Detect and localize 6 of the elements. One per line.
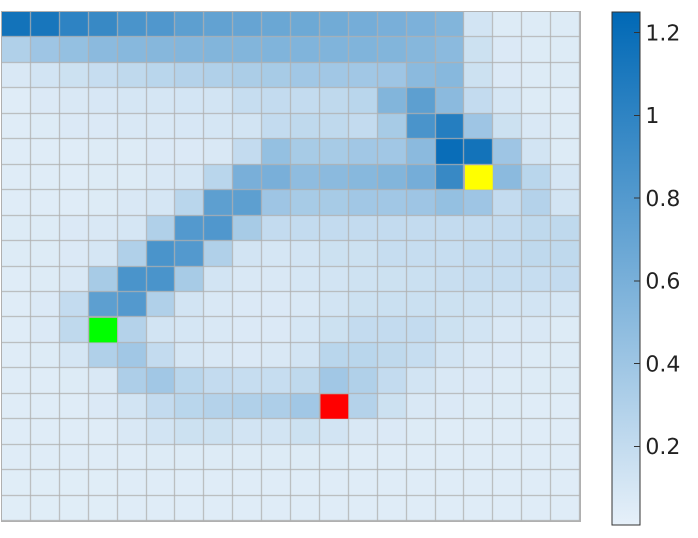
color-bar-label: 0.6 (645, 270, 680, 295)
color-bar-label: 0.2 (645, 435, 680, 460)
color-bar-label: 1 (645, 104, 660, 130)
color-bar-label: 0.8 (645, 186, 680, 212)
color-bar-label: 1.2 (645, 21, 680, 46)
color-bar-label: 0.4 (645, 352, 680, 378)
